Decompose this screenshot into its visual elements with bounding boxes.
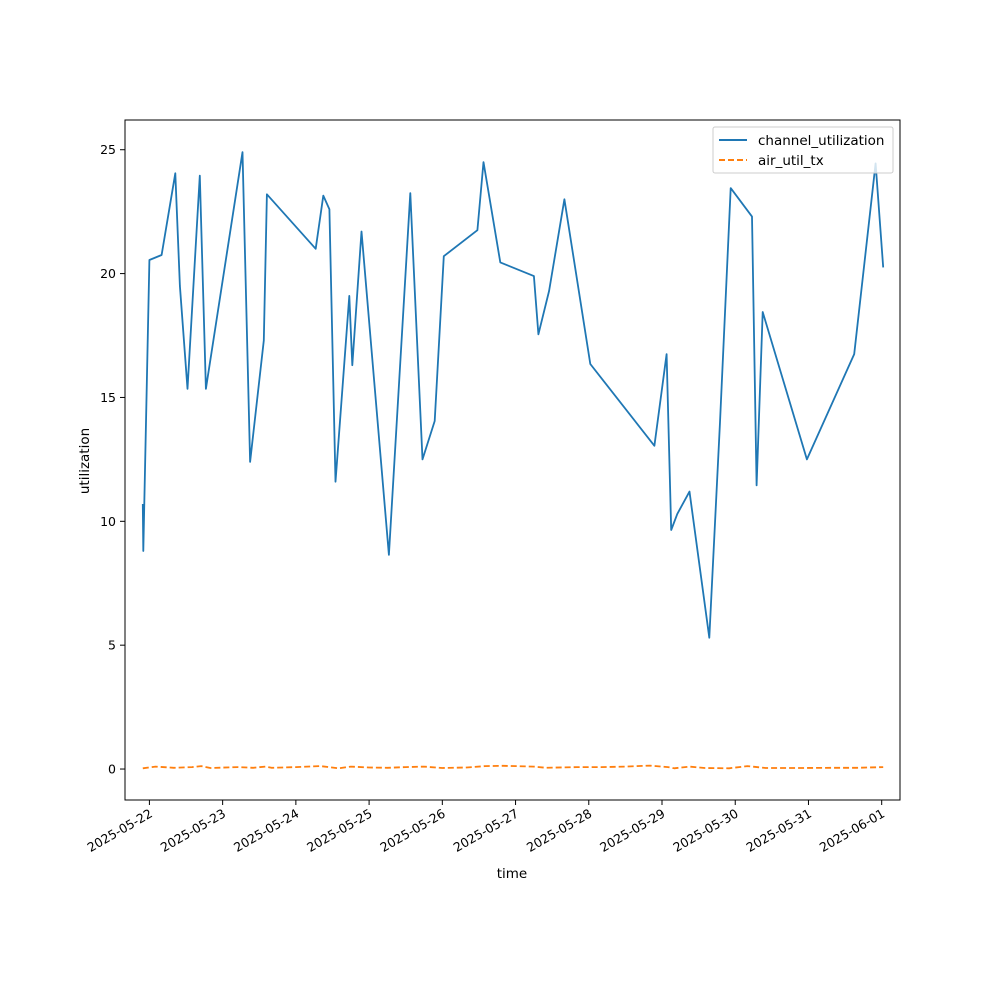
legend: channel_utilization air_util_tx (712, 126, 894, 174)
series-layer (141, 151, 885, 770)
y-tick-label: 0 (108, 762, 116, 777)
y-tick-label: 15 (100, 390, 116, 405)
legend-label-channel-utilization: channel_utilization (758, 133, 885, 149)
y-tick-label: 25 (100, 142, 116, 157)
series-line-air-util-tx (142, 764, 884, 770)
y-axis-title: utilization (77, 428, 93, 494)
y-tick-label: 20 (100, 266, 116, 281)
y-tick-label: 10 (100, 514, 116, 529)
legend-label-air-util-tx: air_util_tx (758, 153, 824, 169)
x-axis-title: time (497, 866, 528, 882)
plot-frame (124, 119, 901, 801)
legend-box (712, 126, 894, 174)
series-line-channel-utilization (141, 151, 885, 639)
y-tick-label: 5 (108, 638, 116, 653)
y-axis-ticks: 0 5 10 15 20 25 (100, 142, 125, 777)
